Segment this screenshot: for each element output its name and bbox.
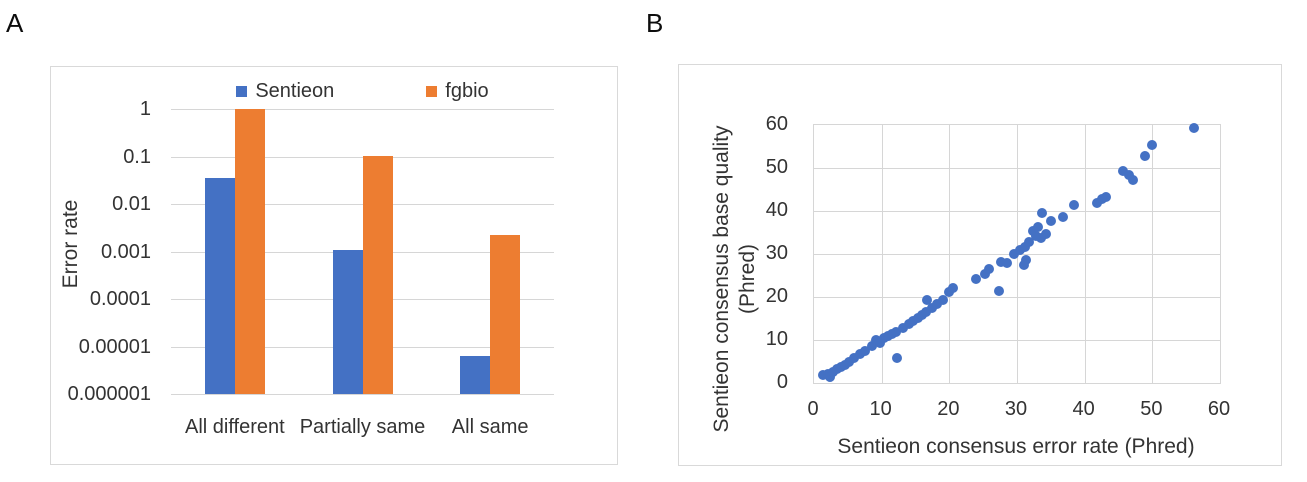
sentieon-legend-swatch-icon	[236, 85, 248, 97]
scatter-point	[1068, 199, 1079, 210]
bar-chart-category-label: Partially same	[299, 416, 426, 438]
bar-chart-y-tick-label: 0.00001	[78, 335, 151, 358]
scatter-point	[866, 341, 877, 352]
scatter-y-tick-label: 0	[776, 371, 788, 393]
scatter-point	[1037, 208, 1048, 219]
scatter-point	[1001, 258, 1012, 269]
scatter-gridline-vertical	[1152, 125, 1154, 383]
bar-chart-y-tick-label: 1	[139, 98, 151, 120]
scatter-x-tick-label: 30	[1004, 398, 1028, 420]
scatter-point	[1058, 212, 1068, 223]
bar-sentieon-all-same	[460, 355, 491, 394]
bar-fgbio-all-same	[490, 235, 521, 394]
legend-item-fgbio: fgbio	[426, 80, 489, 102]
scatter-point	[897, 322, 908, 333]
scatter-point	[948, 283, 959, 294]
scatter-y-tick-label: 40	[765, 199, 788, 221]
scatter-point	[944, 287, 955, 298]
scatter-point	[1014, 244, 1025, 255]
scatter-x-axis-title: Sentieon consensus error rate (Phred)	[837, 435, 1195, 458]
panel-a-label: A	[6, 8, 24, 38]
scatter-point	[979, 269, 990, 280]
panel-a-bar-chart: Sentieon fgbio Error rate 1 0.1 0.01 0.001 0…	[50, 66, 618, 465]
scatter-y-tick-label: 20	[765, 285, 788, 307]
scatter-point	[890, 326, 901, 337]
bar-chart-y-tick-label: 0.0001	[89, 288, 151, 310]
scatter-y-tick-label: 30	[765, 242, 788, 264]
scatter-point	[860, 345, 871, 356]
scatter-point	[844, 356, 855, 367]
scatter-point	[1189, 123, 1200, 134]
scatter-point	[855, 348, 865, 359]
bar-chart-y-tick-label: 0.000001	[67, 383, 151, 405]
scatter-point	[937, 295, 948, 306]
scatter-gridline-horizontal	[814, 297, 1220, 298]
scatter-point	[922, 294, 932, 305]
bar-fgbio-all-different	[234, 109, 265, 394]
panel-b-label: B	[646, 8, 664, 38]
panel-b-scatter-chart: Sentieon consensus base quality (Phred) …	[678, 64, 1282, 466]
legend-item-sentieon: Sentieon	[236, 81, 334, 101]
bar-chart-legend: Sentieon fgbio	[171, 81, 554, 101]
scatter-point	[1024, 236, 1035, 247]
scatter-point	[1100, 191, 1111, 202]
bar-chart-y-tick-label: 0.01	[112, 193, 151, 215]
scatter-point	[970, 273, 981, 284]
scatter-point	[875, 337, 886, 348]
scatter-x-tick-label: 20	[937, 398, 960, 420]
scatter-y-tick-label: 10	[765, 328, 788, 350]
bar-chart-gridline	[171, 109, 554, 110]
bar-sentieon-partially-same	[332, 249, 363, 394]
scatter-point	[1020, 241, 1031, 252]
bar-chart-category-label: All same	[451, 416, 529, 438]
scatter-point	[926, 303, 937, 314]
fgbio-legend-swatch-icon	[426, 85, 438, 97]
scatter-point	[1123, 169, 1134, 180]
scatter-x-tick-label: 40	[1072, 398, 1095, 420]
bar-fgbio-partially-same	[362, 155, 393, 394]
scatter-gridline-vertical	[1084, 125, 1086, 383]
bar-chart-gridline	[171, 394, 554, 395]
bar-chart-category-label: All different	[184, 416, 285, 438]
scatter-point	[1118, 165, 1129, 176]
scatter-x-tick-label: 50	[1140, 398, 1163, 420]
scatter-point	[892, 353, 903, 364]
scatter-x-tick-label: 10	[869, 398, 892, 420]
legend-label-fgbio: fgbio	[445, 80, 489, 102]
bar-chart-y-tick-label: 0.001	[100, 240, 151, 263]
scatter-point	[1009, 248, 1020, 259]
scatter-point	[848, 353, 859, 364]
scatter-point	[1128, 175, 1139, 186]
scatter-plot-area	[813, 123, 1221, 384]
scatter-point	[993, 286, 1004, 297]
scatter-point	[1045, 215, 1056, 226]
scatter-point	[1091, 197, 1102, 208]
scatter-point	[824, 371, 835, 382]
scatter-y-tick-label: 50	[765, 156, 788, 178]
scatter-point	[1139, 150, 1150, 161]
scatter-point	[921, 307, 932, 318]
bar-sentieon-all-different	[204, 178, 235, 394]
scatter-gridline-horizontal	[814, 340, 1220, 341]
scatter-point	[1035, 232, 1046, 243]
scatter-x-tick-label: 60	[1207, 398, 1231, 420]
bar-chart-plot-area	[171, 109, 554, 395]
legend-label-sentieon: Sentieon	[255, 80, 335, 102]
scatter-point	[1041, 228, 1052, 239]
scatter-point	[1020, 255, 1031, 266]
scatter-point	[995, 257, 1006, 268]
bar-chart-y-tick-label: 0.1	[123, 145, 151, 168]
scatter-point	[1146, 140, 1157, 151]
scatter-y-tick-label: 60	[765, 113, 788, 135]
scatter-point	[1032, 222, 1043, 233]
scatter-point	[932, 298, 943, 309]
scatter-x-tick-label: 0	[807, 398, 819, 420]
scatter-point	[984, 264, 995, 275]
